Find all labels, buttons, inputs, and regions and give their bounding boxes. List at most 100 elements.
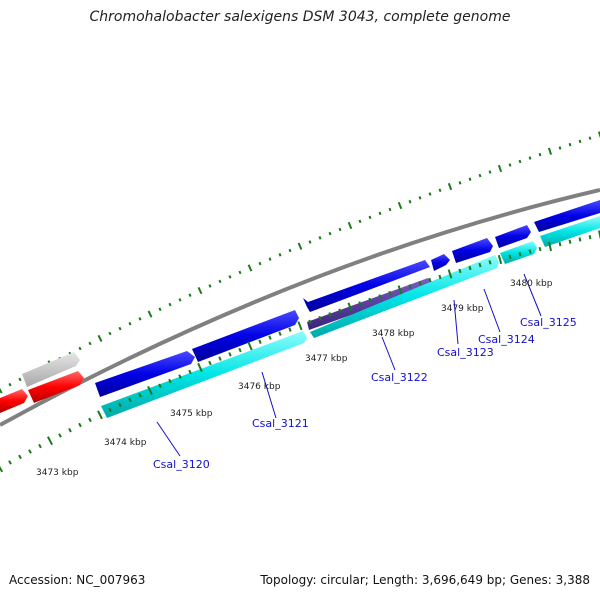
tick-mark: [588, 136, 592, 140]
outer-tick-ring: [0, 131, 600, 394]
gene-arrow-red: [28, 371, 84, 403]
tick-mark: [328, 231, 332, 236]
gene-arrow-highlight: [307, 278, 433, 330]
tick-mark: [58, 433, 62, 438]
tick-mark: [528, 156, 532, 160]
tick-mark: [508, 254, 512, 260]
tick-mark: [0, 465, 4, 473]
tick-mark: [388, 290, 392, 296]
gene-arrow: [534, 200, 600, 232]
tick-mark: [28, 449, 32, 454]
tick-mark: [128, 321, 132, 326]
tick-mark: [78, 346, 82, 351]
tick-mark: [547, 241, 553, 252]
tick-mark: [38, 443, 42, 449]
tick-mark: [78, 422, 82, 428]
tick-mark: [468, 265, 472, 271]
tick-mark: [388, 207, 392, 212]
tick-mark: [268, 335, 272, 340]
tick-mark: [108, 331, 112, 336]
forward-strand-genes: [95, 200, 600, 397]
tick-mark: [408, 199, 412, 204]
genome-title: Chromohalobacter salexigens DSM 3043, co…: [89, 9, 511, 25]
gene-arrow: [540, 216, 600, 247]
kbp-label: 3479 kbp: [441, 304, 484, 314]
tick-mark: [138, 317, 142, 321]
tick-mark: [497, 164, 503, 173]
tick-mark: [178, 374, 182, 379]
reverse-strand-genes: [101, 216, 600, 418]
tick-mark: [447, 182, 453, 191]
tick-mark: [497, 254, 503, 265]
tick-mark: [8, 382, 12, 387]
tick-mark: [0, 387, 3, 394]
tick-mark: [318, 236, 322, 240]
tick-mark: [468, 177, 472, 181]
genome-backbone: [0, 188, 600, 427]
tick-mark: [347, 302, 353, 312]
tick-mark: [138, 392, 142, 398]
tick-mark: [97, 334, 103, 343]
tick-mark: [328, 312, 332, 317]
gene-arrow: [431, 254, 450, 271]
gene-label: Csal_3124: [478, 333, 535, 346]
tick-mark: [378, 294, 382, 299]
tick-mark: [158, 383, 162, 388]
tick-mark: [518, 159, 522, 164]
tick-mark: [368, 215, 372, 220]
tick-mark: [168, 302, 172, 307]
tick-mark: [408, 284, 412, 289]
other-feature-grey: [22, 352, 80, 387]
tick-mark: [68, 427, 72, 433]
tick-mark: [547, 147, 553, 155]
tick-mark: [538, 246, 542, 252]
tick-mark: [297, 321, 303, 331]
tick-mark: [538, 152, 542, 157]
tick-mark: [128, 397, 132, 403]
tick-mark: [238, 270, 242, 275]
tick-mark: [238, 347, 242, 353]
tick-mark: [428, 192, 432, 196]
gene-arrow-red: [0, 389, 28, 413]
gene-arrow: [192, 310, 299, 362]
tick-mark: [338, 227, 342, 232]
tick-mark: [568, 239, 572, 244]
tick-mark: [347, 221, 353, 230]
genome-summary-text: Topology: circular; Length: 3,696,649 bp…: [260, 573, 590, 587]
tick-mark: [318, 315, 322, 321]
tick-mark: [218, 356, 222, 361]
tick-mark: [188, 369, 192, 375]
kbp-label: 3477 kbp: [305, 354, 348, 364]
kbp-label: 3480 kbp: [510, 279, 553, 289]
tick-mark: [578, 237, 582, 242]
tick-mark: [598, 230, 600, 240]
tick-mark: [418, 196, 422, 200]
gene-label: Csal_3122: [371, 371, 428, 384]
tick-mark: [258, 261, 262, 266]
tick-mark: [438, 188, 442, 193]
gene-label: Csal_3120: [153, 458, 210, 471]
tick-mark: [558, 241, 562, 247]
accession-text: Accession: NC_007963: [9, 573, 146, 587]
tick-mark: [208, 360, 212, 366]
gene-label: Csal_3121: [252, 417, 309, 430]
tick-mark: [458, 181, 462, 185]
tick-mark: [588, 235, 592, 240]
tick-mark: [278, 331, 282, 336]
gene-arrow: [495, 225, 531, 248]
kbp-label: 3478 kbp: [372, 329, 415, 339]
tick-mark: [558, 146, 562, 150]
tick-mark: [8, 460, 12, 465]
tick-mark: [528, 249, 532, 254]
gene-labels: Csal_3120 Csal_3121 Csal_3122 Csal_3123 …: [153, 316, 577, 471]
tick-mark: [197, 286, 203, 295]
kbp-label: 3473 kbp: [36, 468, 79, 478]
tick-mark: [428, 277, 432, 283]
gene-arrow: [452, 238, 493, 263]
label-leaders: [156, 273, 542, 457]
gene-arrow: [303, 260, 430, 312]
kbp-label: 3474 kbp: [104, 438, 147, 448]
tick-mark: [18, 377, 22, 382]
tick-mark: [397, 285, 403, 295]
